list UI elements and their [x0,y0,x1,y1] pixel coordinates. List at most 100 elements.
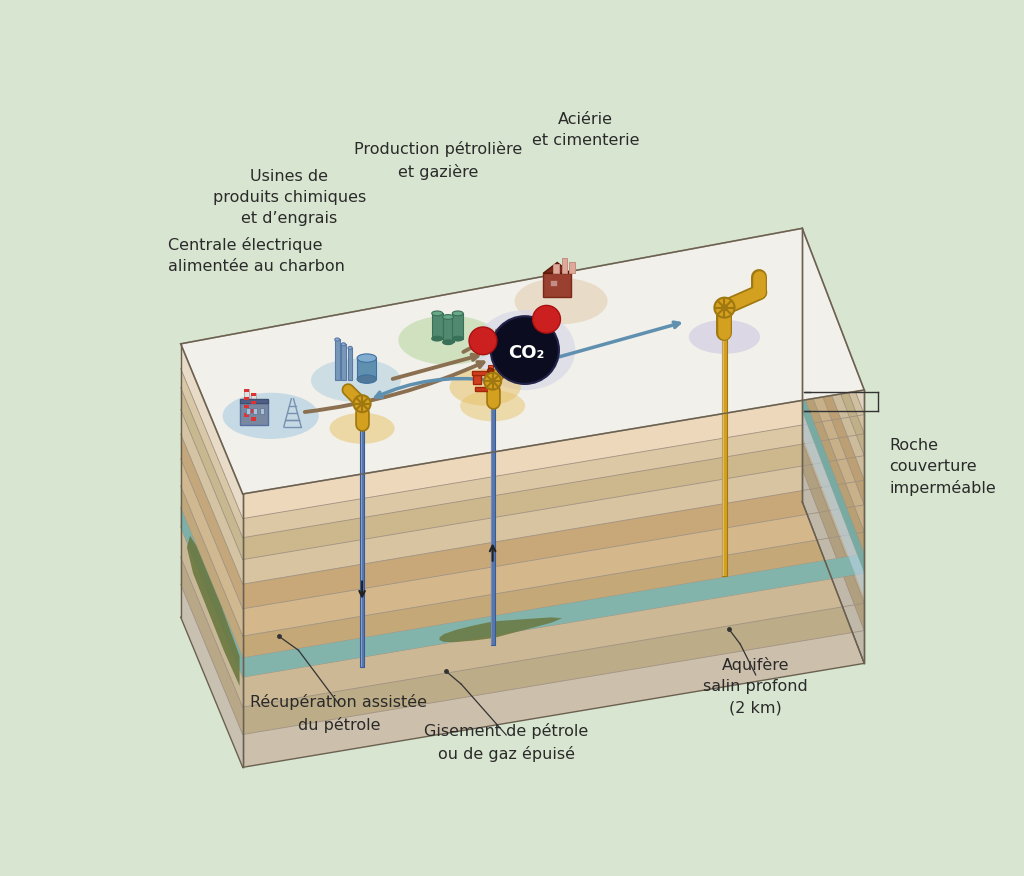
Polygon shape [802,319,864,505]
Ellipse shape [432,311,442,315]
Ellipse shape [453,336,463,341]
Ellipse shape [442,340,454,344]
Polygon shape [243,456,864,584]
Polygon shape [243,631,864,767]
Polygon shape [802,294,864,480]
Text: Récupération assistée
du pétrole: Récupération assistée du pétrole [250,694,427,732]
Bar [244,389,249,425]
Polygon shape [180,229,864,494]
Text: Aciérie
et cimenterie: Aciérie et cimenterie [531,112,639,148]
Polygon shape [802,272,864,456]
Ellipse shape [450,369,521,406]
Polygon shape [180,434,243,609]
Circle shape [359,401,365,406]
Polygon shape [243,390,864,519]
Ellipse shape [442,314,454,320]
Polygon shape [180,584,243,767]
Text: Aquifère
salin profond
(2 km): Aquifère salin profond (2 km) [703,658,808,716]
Ellipse shape [398,315,499,364]
Polygon shape [243,414,864,538]
Circle shape [469,327,497,355]
Polygon shape [802,371,864,554]
Bar [260,408,264,414]
Polygon shape [439,618,562,642]
Polygon shape [180,459,243,636]
Polygon shape [802,229,864,414]
Bar [246,408,250,414]
Circle shape [722,305,727,310]
Polygon shape [802,392,864,573]
Bar [562,258,567,273]
Bar [357,358,377,379]
Polygon shape [544,263,570,273]
Polygon shape [802,343,864,532]
Bar [244,413,249,417]
Bar [251,409,256,413]
Bar [553,265,559,273]
Ellipse shape [689,320,760,354]
Bar [442,317,454,343]
Ellipse shape [460,391,525,421]
Bar [550,279,557,286]
Polygon shape [243,434,864,560]
Bar [487,365,493,391]
Polygon shape [241,403,268,425]
Text: CO₂: CO₂ [508,344,545,362]
Text: Roche
couverture
imperméable: Roche couverture imperméable [889,438,995,497]
Text: Centrale électrique
alimentée au charbon: Centrale électrique alimentée au charbon [168,237,345,274]
Polygon shape [180,369,243,538]
Text: Usines de
produits chimiques
et d’engrais: Usines de produits chimiques et d’engrai… [213,169,366,226]
Circle shape [353,395,371,413]
Polygon shape [187,536,240,686]
Polygon shape [243,532,864,658]
Ellipse shape [330,413,394,444]
Circle shape [484,372,501,390]
Polygon shape [802,253,864,434]
Ellipse shape [311,359,400,402]
Bar [722,337,724,576]
Polygon shape [180,387,243,560]
Bar [722,337,727,576]
Circle shape [532,306,560,333]
Polygon shape [180,486,243,658]
Bar [473,375,481,384]
Polygon shape [243,505,864,636]
Ellipse shape [453,311,463,315]
Circle shape [715,298,734,318]
Polygon shape [802,412,864,597]
Polygon shape [243,573,864,707]
Text: Gisement de pétrole
ou de gaz épuisé: Gisement de pétrole ou de gaz épuisé [424,724,589,762]
Bar [253,408,257,414]
Ellipse shape [335,338,340,341]
Circle shape [490,378,495,384]
Bar [251,417,256,420]
Circle shape [487,368,493,373]
Polygon shape [802,392,864,573]
Ellipse shape [515,278,607,324]
Text: Production pétrolière
et gazière: Production pétrolière et gazière [354,141,522,180]
Polygon shape [802,412,864,604]
Bar [244,405,249,408]
Ellipse shape [357,354,377,363]
Bar [432,314,442,339]
Polygon shape [544,273,570,297]
Polygon shape [180,409,243,584]
Bar [472,371,505,375]
Bar [569,263,575,273]
Polygon shape [241,399,268,403]
Ellipse shape [432,336,442,341]
Bar [244,397,249,400]
Ellipse shape [222,392,318,439]
Polygon shape [802,442,864,631]
Bar [335,340,340,380]
Polygon shape [180,557,243,734]
Bar [360,428,364,667]
Bar [251,392,256,396]
Bar [251,392,256,425]
Bar [244,389,249,392]
Polygon shape [802,469,864,663]
Polygon shape [243,554,864,677]
Ellipse shape [357,375,377,384]
Polygon shape [180,343,243,519]
Bar [490,406,495,645]
